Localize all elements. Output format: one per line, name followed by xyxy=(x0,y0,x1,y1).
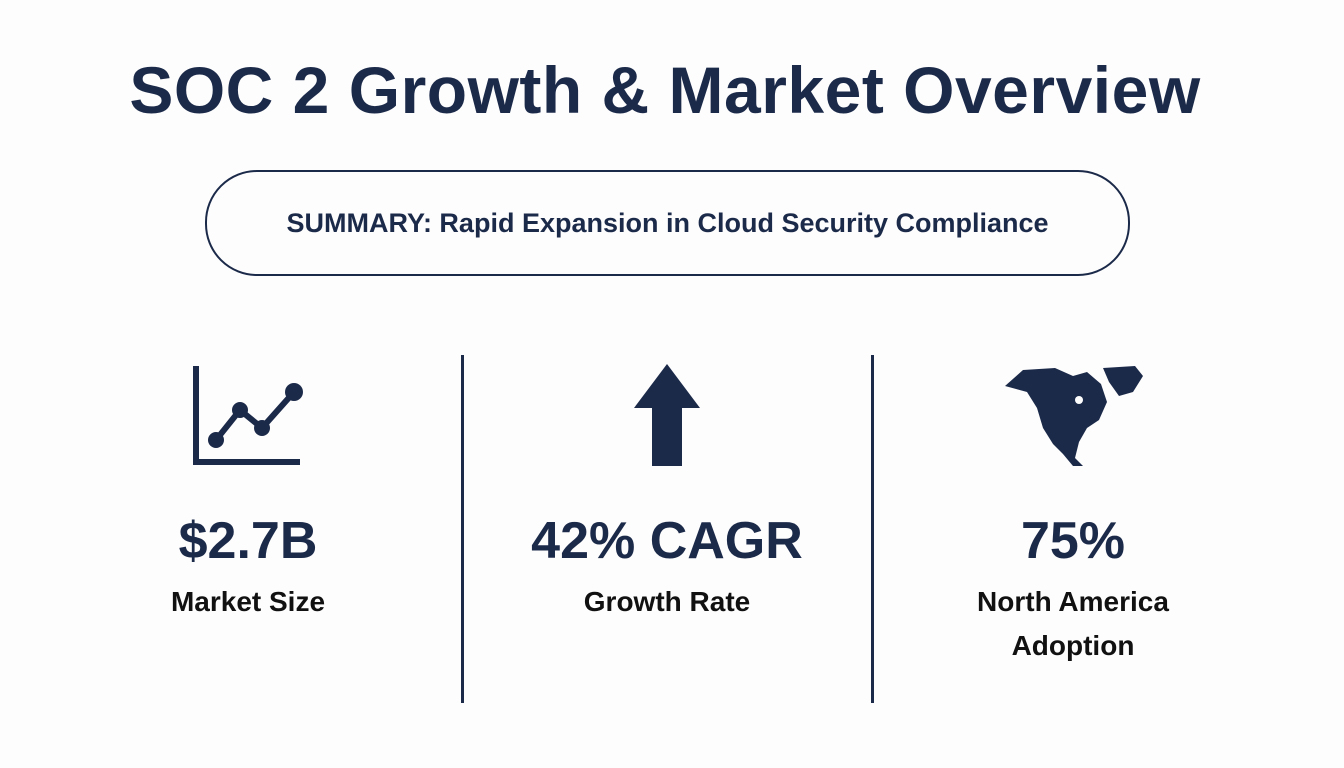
divider xyxy=(871,355,874,703)
stat-value: $2.7B xyxy=(178,512,318,570)
summary-banner: SUMMARY: Rapid Expansion in Cloud Securi… xyxy=(205,170,1130,276)
stat-north-america-adoption: 75% North America Adoption xyxy=(883,360,1263,668)
stat-value: 42% CAGR xyxy=(531,512,803,570)
north-america-map-icon xyxy=(883,360,1263,470)
stat-value: 75% xyxy=(1020,512,1126,570)
stat-growth-rate: 42% CAGR Growth Rate xyxy=(477,360,857,624)
summary-text: SUMMARY: Rapid Expansion in Cloud Securi… xyxy=(286,207,1049,238)
divider xyxy=(461,355,464,703)
stat-label: Growth Rate xyxy=(583,586,751,617)
stat-label: Market Size xyxy=(170,586,326,617)
stat-market-size: $2.7B Market Size xyxy=(58,360,438,624)
stat-label: North America Adoption xyxy=(977,586,1169,661)
line-chart-icon xyxy=(58,360,438,470)
page-title: SOC 2 Growth & Market Overview xyxy=(129,53,1201,127)
arrow-up-icon xyxy=(477,360,857,470)
